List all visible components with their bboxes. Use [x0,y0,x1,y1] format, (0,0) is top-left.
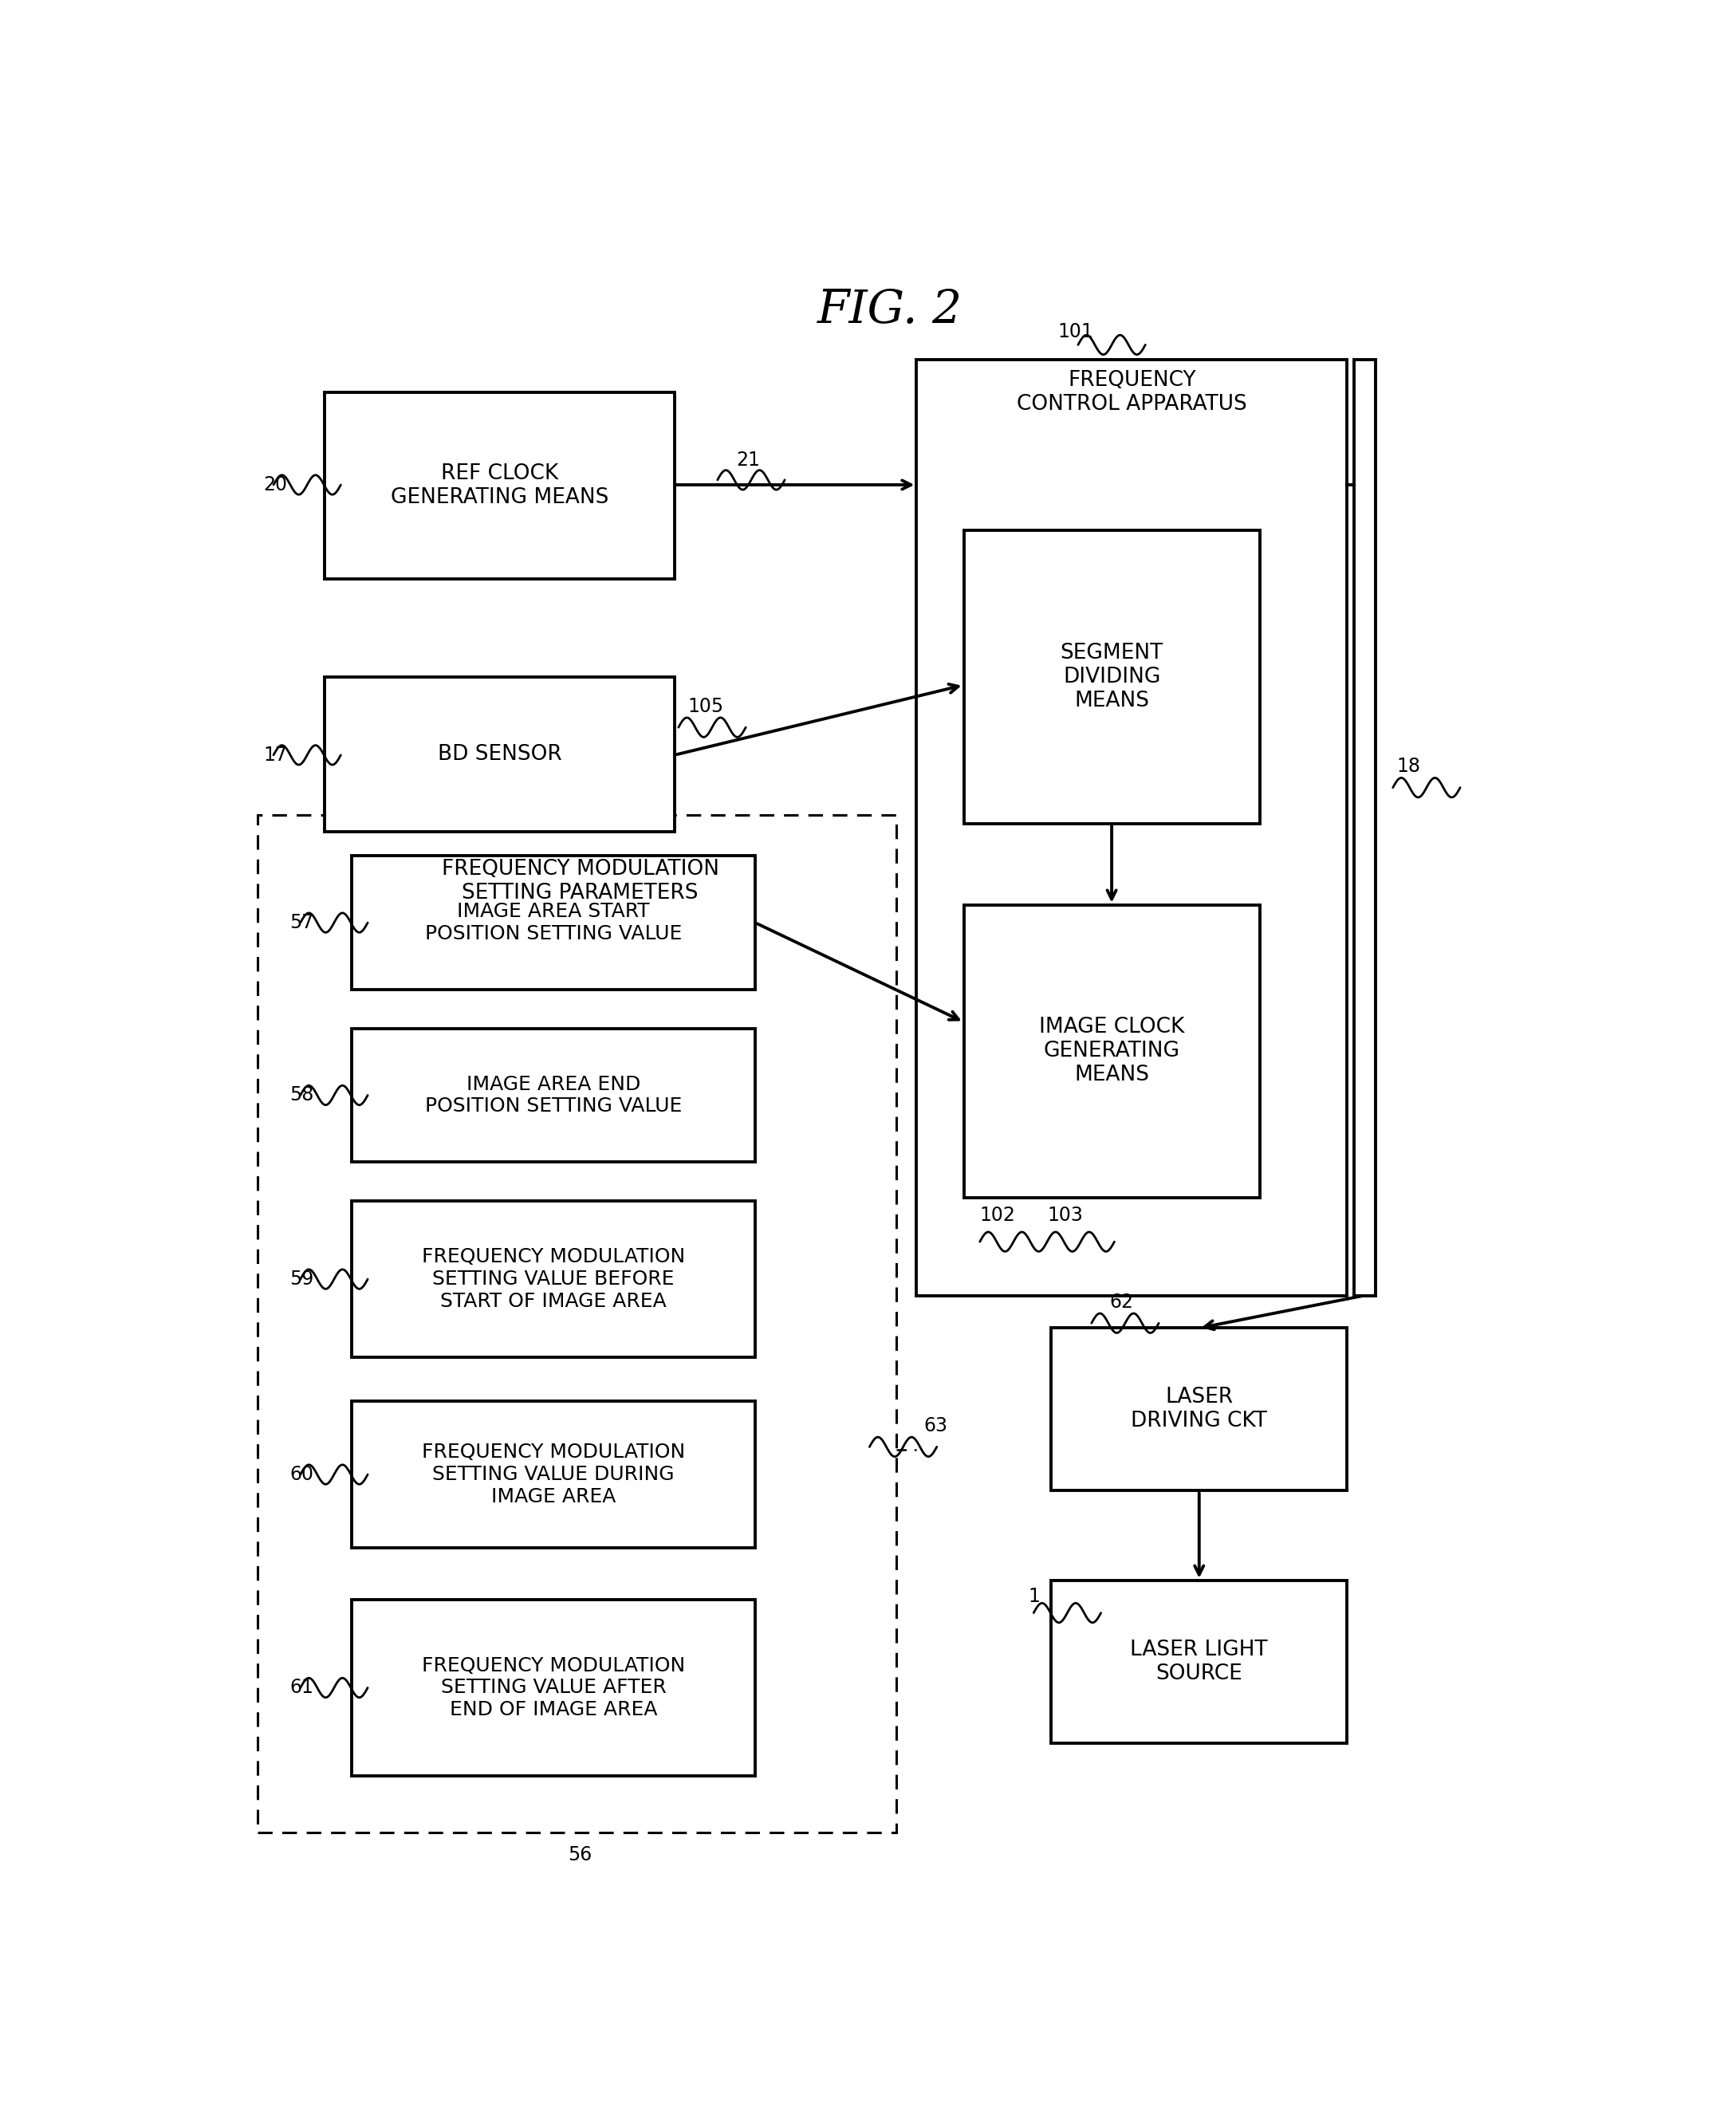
Text: IMAGE AREA START
POSITION SETTING VALUE: IMAGE AREA START POSITION SETTING VALUE [425,903,682,943]
Text: 58: 58 [290,1087,314,1106]
Bar [257,816,896,1833]
Text: 17: 17 [264,746,286,765]
Bar [351,1030,755,1163]
Bar [1354,359,1375,1296]
Text: FIG. 2: FIG. 2 [818,288,962,334]
Text: 103: 103 [1047,1205,1083,1226]
Bar [325,676,674,831]
Text: 61: 61 [290,1679,314,1698]
Text: 60: 60 [290,1465,314,1484]
Bar [351,1201,755,1357]
Text: 56: 56 [568,1846,592,1865]
Bar [1050,1581,1347,1744]
Text: FREQUENCY MODULATION
SETTING VALUE DURING
IMAGE AREA: FREQUENCY MODULATION SETTING VALUE DURIN… [422,1442,686,1507]
Text: 63: 63 [924,1416,948,1435]
Text: FREQUENCY MODULATION
SETTING PARAMETERS: FREQUENCY MODULATION SETTING PARAMETERS [441,858,719,905]
Text: FREQUENCY
CONTROL APPARATUS: FREQUENCY CONTROL APPARATUS [1017,370,1246,414]
Text: 18: 18 [1397,757,1420,776]
Text: LASER
DRIVING CKT: LASER DRIVING CKT [1132,1387,1267,1431]
Text: IMAGE CLOCK
GENERATING
MEANS: IMAGE CLOCK GENERATING MEANS [1038,1017,1184,1087]
Text: 102: 102 [979,1205,1016,1226]
Text: 105: 105 [687,698,724,717]
Text: 57: 57 [290,913,314,932]
Text: 21: 21 [736,450,760,469]
Bar [963,905,1260,1199]
Bar [963,531,1260,822]
Text: IMAGE AREA END
POSITION SETTING VALUE: IMAGE AREA END POSITION SETTING VALUE [425,1074,682,1116]
Text: REF CLOCK
GENERATING MEANS: REF CLOCK GENERATING MEANS [391,463,609,507]
Bar [917,359,1347,1296]
Text: 1: 1 [1028,1588,1040,1607]
Text: 101: 101 [1057,321,1094,340]
Bar [1050,1328,1347,1490]
Text: FREQUENCY MODULATION
SETTING VALUE BEFORE
START OF IMAGE AREA: FREQUENCY MODULATION SETTING VALUE BEFOR… [422,1247,686,1311]
Text: 59: 59 [290,1271,314,1290]
Text: BD SENSOR: BD SENSOR [437,744,562,765]
Text: 20: 20 [264,476,286,495]
Bar [351,1600,755,1776]
Text: FREQUENCY MODULATION
SETTING VALUE AFTER
END OF IMAGE AREA: FREQUENCY MODULATION SETTING VALUE AFTER… [422,1655,686,1719]
Bar [351,1402,755,1547]
Bar [351,856,755,989]
Text: SEGMENT
DIVIDING
MEANS: SEGMENT DIVIDING MEANS [1061,643,1163,710]
Text: 62: 62 [1109,1292,1134,1311]
Text: LASER LIGHT
SOURCE: LASER LIGHT SOURCE [1130,1638,1267,1685]
Bar [325,391,674,579]
